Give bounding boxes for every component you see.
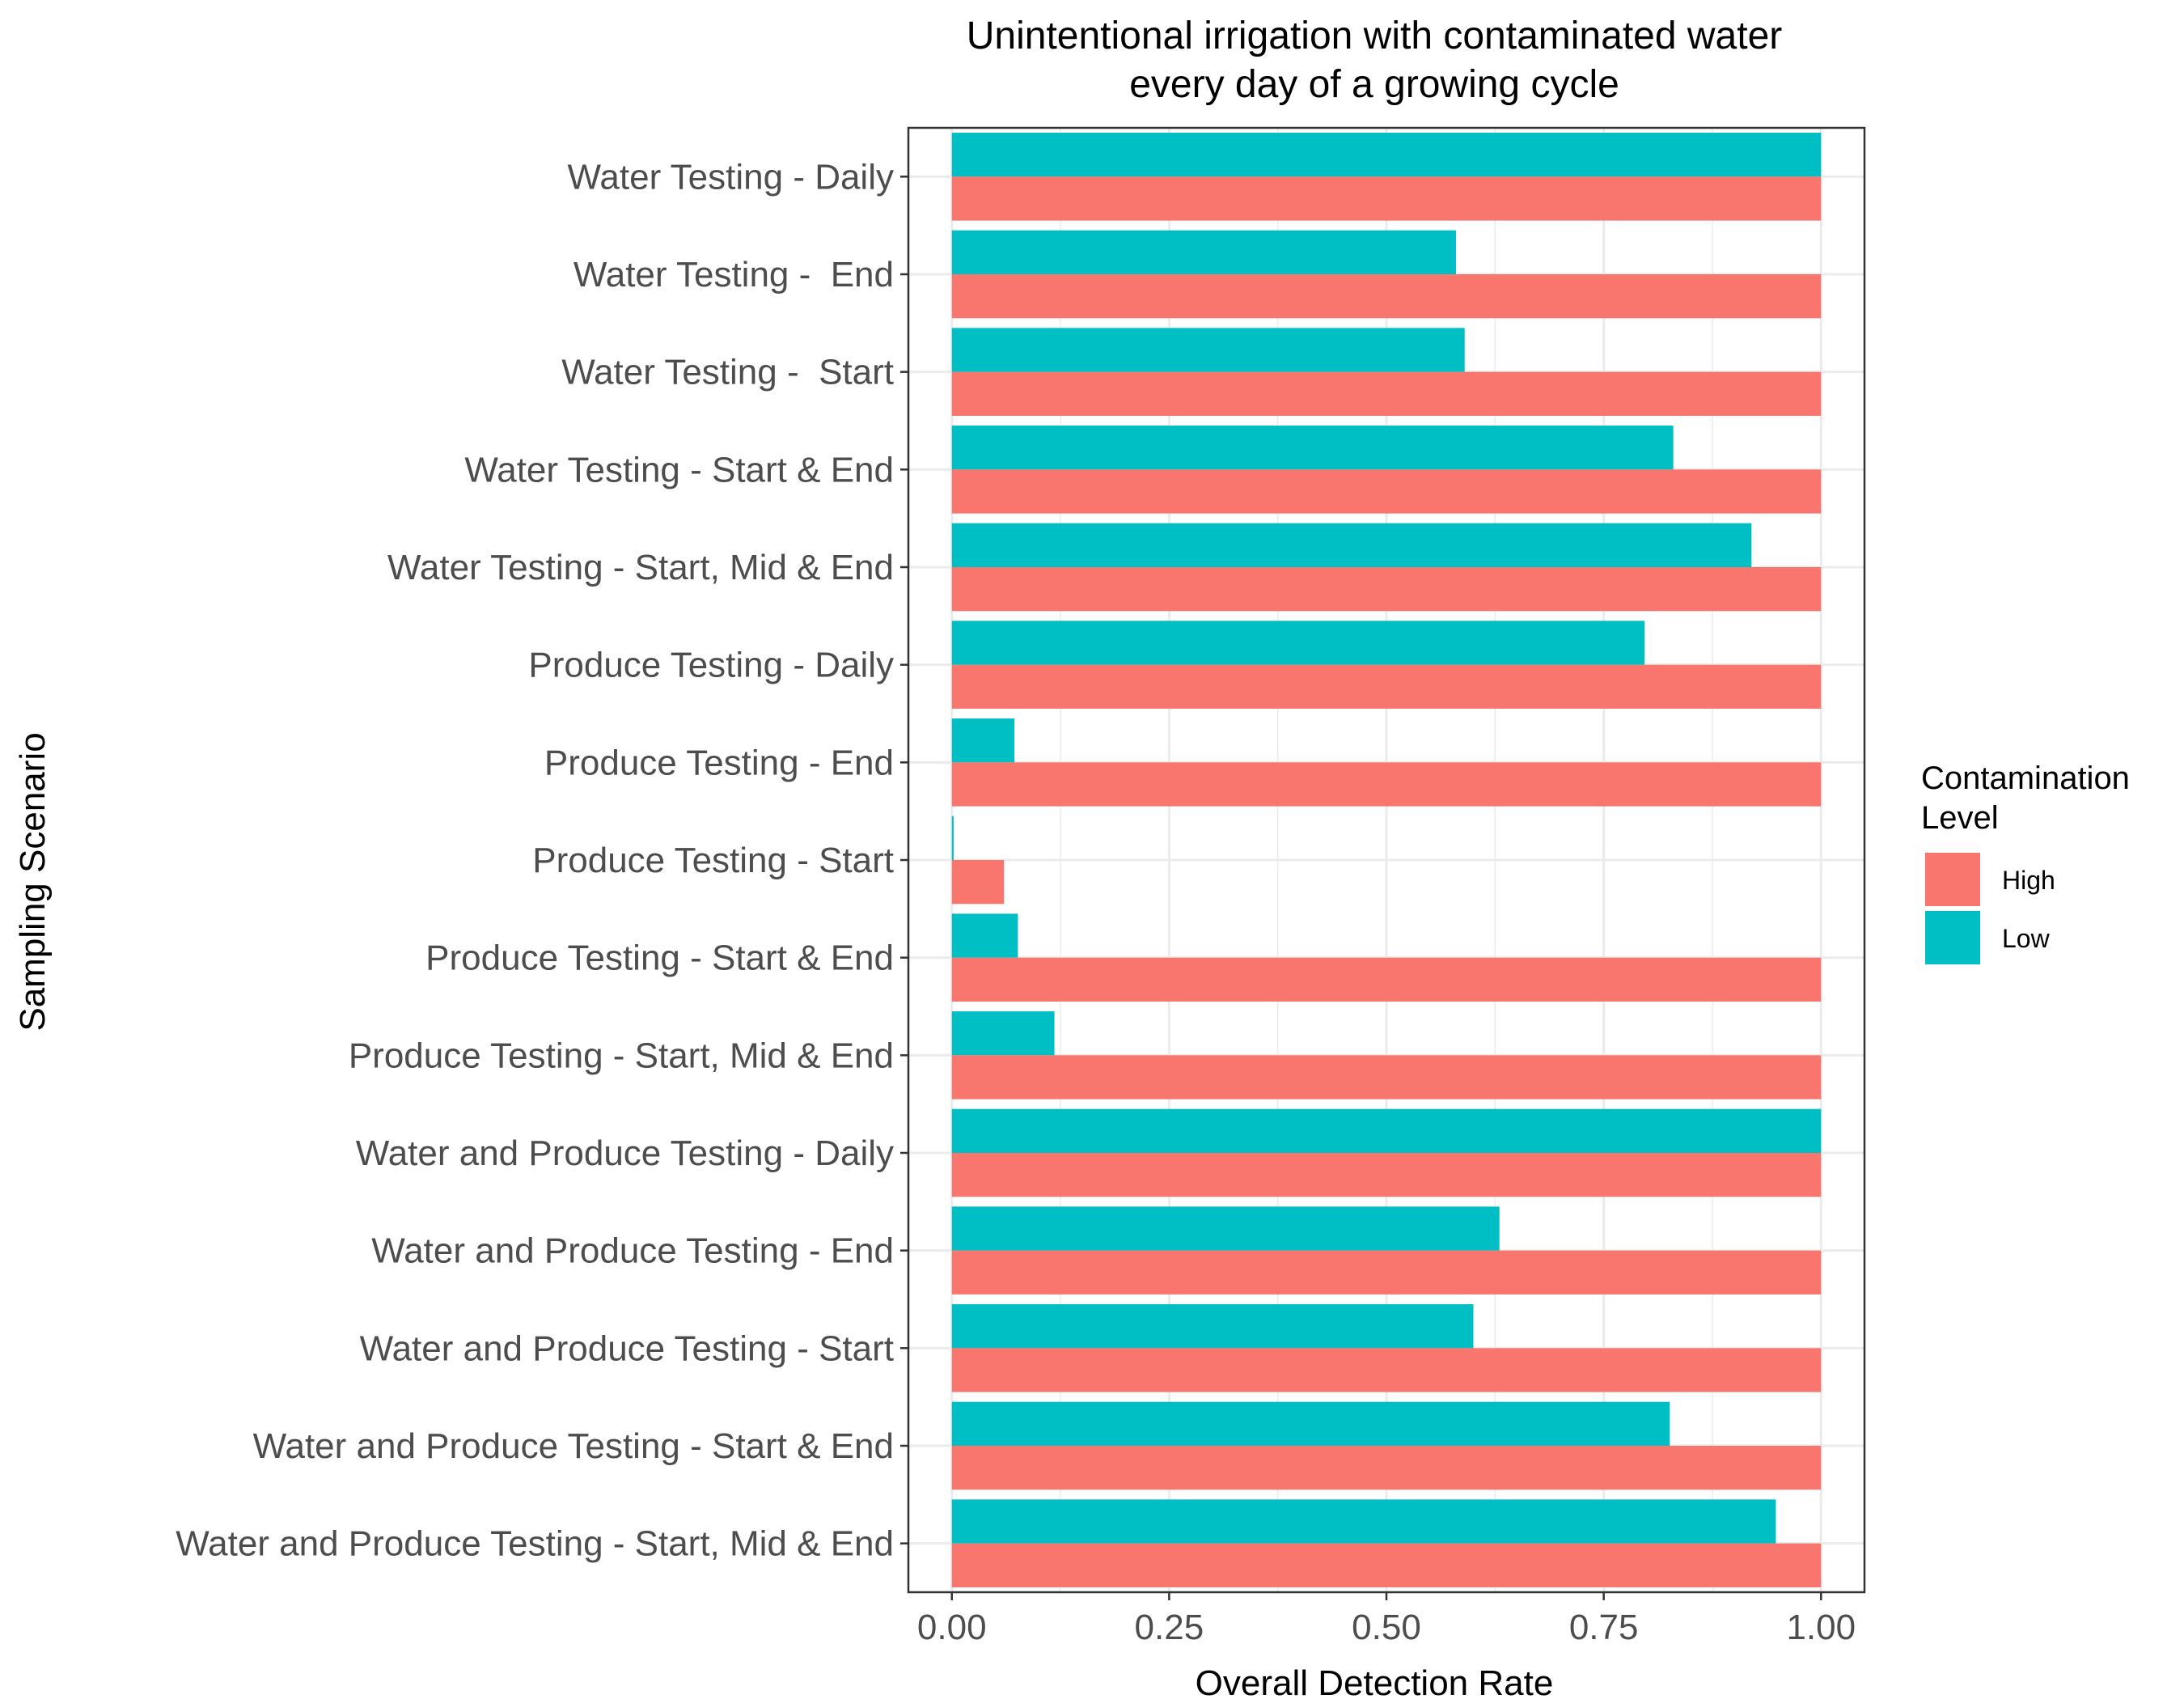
y-tick-label: Produce Testing - Daily xyxy=(528,646,894,685)
bar-high xyxy=(951,1543,1822,1587)
bar-low xyxy=(951,1011,1055,1056)
bar-high xyxy=(951,1446,1822,1490)
bar-low xyxy=(951,426,1674,470)
y-tick-label: Produce Testing - Start, Mid & End xyxy=(349,1036,894,1075)
bar-low xyxy=(951,1108,1822,1153)
y-tick-label: Water Testing - Start xyxy=(561,353,894,392)
chart-title-line-2: every day of a growing cycle xyxy=(1129,63,1619,106)
y-tick-label: Water and Produce Testing - Start xyxy=(360,1328,894,1368)
x-axis-title: Overall Detection Rate xyxy=(1196,1663,1554,1699)
x-tick-label: 0.50 xyxy=(1352,1608,1421,1647)
x-tick-label: 0.00 xyxy=(917,1608,987,1647)
bar-low xyxy=(951,133,1822,177)
x-tick-label: 0.75 xyxy=(1569,1608,1639,1647)
bar-high xyxy=(951,371,1822,416)
y-tick-label: Produce Testing - Start & End xyxy=(425,938,894,978)
bar-high xyxy=(951,567,1822,612)
bar-low xyxy=(951,913,1018,958)
bar-low xyxy=(951,1304,1474,1349)
bar-high xyxy=(951,1348,1822,1392)
bar-low xyxy=(951,523,1752,567)
y-tick-label: Water and Produce Testing - Daily xyxy=(356,1133,894,1173)
bar-low xyxy=(951,621,1645,665)
legend-label-low: Low xyxy=(2002,924,2051,953)
legend-label-high: High xyxy=(2002,866,2055,895)
y-tick-label: Water Testing - Daily xyxy=(568,157,894,197)
bar-low xyxy=(951,1401,1670,1446)
x-tick-label: 0.25 xyxy=(1135,1608,1204,1647)
y-tick-label: Water and Produce Testing - End xyxy=(371,1231,894,1271)
bar-high xyxy=(951,860,1005,905)
bar-high xyxy=(951,274,1822,319)
bar-low xyxy=(951,328,1465,372)
chart-title-line-1: Unintentional irrigation with contaminat… xyxy=(967,15,1783,57)
y-tick-label: Produce Testing - Start xyxy=(532,841,894,880)
y-tick-label: Water Testing - Start, Mid & End xyxy=(387,548,894,587)
legend-title-line-2: Level xyxy=(1921,800,1999,836)
x-tick-label: 1.00 xyxy=(1786,1608,1856,1647)
legend-key-low xyxy=(1925,911,1980,964)
bar-high xyxy=(951,762,1822,807)
y-tick-label: Water Testing - Start & End xyxy=(464,450,894,489)
bar-high xyxy=(951,1055,1822,1099)
y-tick-label: Water and Produce Testing - Start, Mid &… xyxy=(176,1524,894,1564)
bar-low xyxy=(951,1499,1776,1544)
bar-low xyxy=(951,718,1015,763)
bar-high xyxy=(951,176,1822,221)
bar-low xyxy=(951,816,954,860)
bar-high xyxy=(951,957,1822,1002)
bar-low xyxy=(951,230,1456,274)
y-tick-label: Water Testing - End xyxy=(574,255,894,294)
bar-low xyxy=(951,1206,1500,1251)
bar-high xyxy=(951,1250,1822,1294)
y-tick-label: Water and Produce Testing - Start & End xyxy=(253,1426,894,1466)
bar-high xyxy=(951,1153,1822,1197)
legend-key-high xyxy=(1925,853,1980,906)
y-tick-label: Produce Testing - End xyxy=(544,743,894,782)
bar-high xyxy=(951,469,1822,514)
bar-high xyxy=(951,664,1822,709)
legend-title-line-1: Contamination xyxy=(1921,761,2130,796)
plot-panel: Water Testing - Daily Water Testing - End… xyxy=(176,126,1866,1647)
y-axis-title: Sampling Scenario xyxy=(13,732,53,1031)
legend: Contamination Level High Low xyxy=(1921,761,2130,964)
